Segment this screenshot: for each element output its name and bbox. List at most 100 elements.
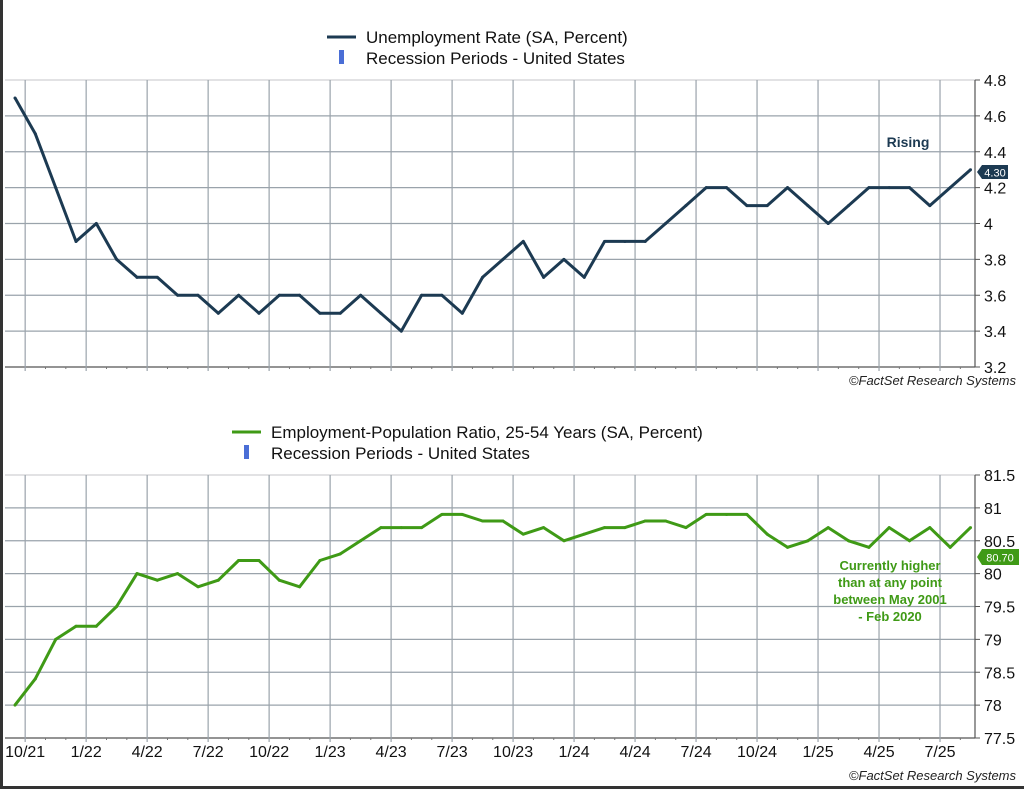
y-tick-label: 80 [984,567,1002,584]
unemployment-data-point [277,293,281,297]
x-tick-label: 10/21 [5,744,45,761]
employment-data-point [298,585,302,589]
unemployment-data-point [155,275,159,279]
unemployment-data-point [745,204,749,208]
legend-label-unemployment: Unemployment Rate (SA, Percent) [366,28,628,47]
employment-data-point [908,539,912,543]
unemployment-data-point [562,257,566,261]
unemployment-data-point [521,239,525,243]
employment-line [13,512,972,707]
employment-data-point [887,526,891,530]
x-tick-label: 4/23 [376,744,407,761]
legend-marker-recession [339,50,344,64]
unemployment-data-point [440,293,444,297]
employment-data-point [806,539,810,543]
employment-data-point [603,526,607,530]
employment-data-point [542,526,546,530]
unemployment-data-point [115,257,119,261]
top-legend: Unemployment Rate (SA, Percent) Recessio… [327,28,628,68]
unemployment-data-point [826,222,830,225]
employment-data-point [94,624,98,628]
unemployment-data-point [298,293,302,297]
employment-data-point [562,539,566,543]
legend-label-recession: Recession Periods - United States [271,444,530,463]
last-value-badge-unemployment: 4.30 [977,165,1008,180]
bottom-y-axis: 81.5 81 80.5 80 79.5 79 78.5 78 77.5 [974,468,1015,748]
x-tick-label: 7/23 [437,744,468,761]
unemployment-data-point [969,168,973,172]
x-tick-label: 1/23 [315,744,346,761]
employment-data-point [135,572,139,576]
x-tick-label: 4/25 [863,744,894,761]
unemployment-line [13,97,972,333]
unemployment-data-point [216,311,220,315]
y-tick-label: 4.2 [984,181,1006,198]
employment-data-point [725,512,729,516]
unemployment-data-point [257,311,261,315]
y-tick-label: 81.5 [984,468,1015,485]
employment-data-point [359,539,363,543]
last-value-badge-employment: 80.70 [977,549,1019,565]
unemployment-data-point [338,311,342,315]
employment-data-point [196,585,200,589]
unemployment-data-point [481,275,485,279]
employment-data-point [399,526,403,530]
y-tick-label: 3.4 [984,324,1006,341]
annotation-currently-higher: Currently higher than at any point betwe… [833,558,946,624]
y-tick-label: 4.8 [984,73,1006,90]
unemployment-data-point [420,293,424,297]
employment-data-point [440,512,444,516]
unemployment-data-point [786,186,790,190]
unemployment-data-point [847,204,851,208]
last-value-label: 80.70 [986,553,1014,565]
unemployment-points [13,96,973,333]
annotation-line: between May 2001 [833,592,946,607]
unemployment-data-point [94,222,98,225]
unemployment-data-point [542,275,546,279]
unemployment-data-point [623,239,627,243]
employment-data-point [643,519,647,523]
employment-data-point [155,578,159,582]
x-axis: 10/21 1/22 4/22 7/22 10/22 1/23 4/23 7/23 10/23 1… [5,744,956,761]
employment-data-point [847,539,851,543]
legend-label-employment: Employment-Population Ratio, 25-54 Years… [271,423,703,442]
x-tick-label: 4/22 [132,744,163,761]
unemployment-data-point [13,96,17,100]
unemployment-data-point [196,293,200,297]
employment-data-point [501,519,505,523]
employment-data-point [338,552,342,556]
employment-data-point [13,703,17,707]
unemployment-data-point [359,293,363,297]
x-tick-label: 7/24 [680,744,711,761]
unemployment-data-point [908,186,912,190]
annotation-line: - Feb 2020 [858,609,922,624]
employment-data-point [379,526,383,530]
employment-data-point [33,677,37,681]
unemployment-data-point [725,186,729,190]
unemployment-data-point [379,311,383,315]
y-tick-label: 3.2 [984,360,1006,377]
employment-data-point [481,519,485,523]
unemployment-data-point [603,239,607,243]
x-tick-label: 10/22 [249,744,289,761]
x-tick-label: 1/24 [559,744,590,761]
employment-data-point [684,526,688,530]
y-tick-label: 79.5 [984,600,1015,617]
unemployment-data-point [643,239,647,243]
employment-data-point [623,526,627,530]
employment-data-point [582,532,586,536]
unemployment-data-point [664,222,668,225]
y-tick-label: 4 [984,217,993,234]
x-tick-label: 7/22 [193,744,224,761]
bottom-gridlines [5,474,975,742]
y-tick-label: 4.6 [984,109,1006,126]
employment-data-point [115,605,119,608]
unemployment-data-point [135,275,139,279]
annotation-rising: Rising [887,134,930,150]
unemployment-data-point [887,186,891,190]
unemployment-data-point [460,311,464,315]
unemployment-data-point [582,275,586,279]
employment-data-point [460,512,464,516]
